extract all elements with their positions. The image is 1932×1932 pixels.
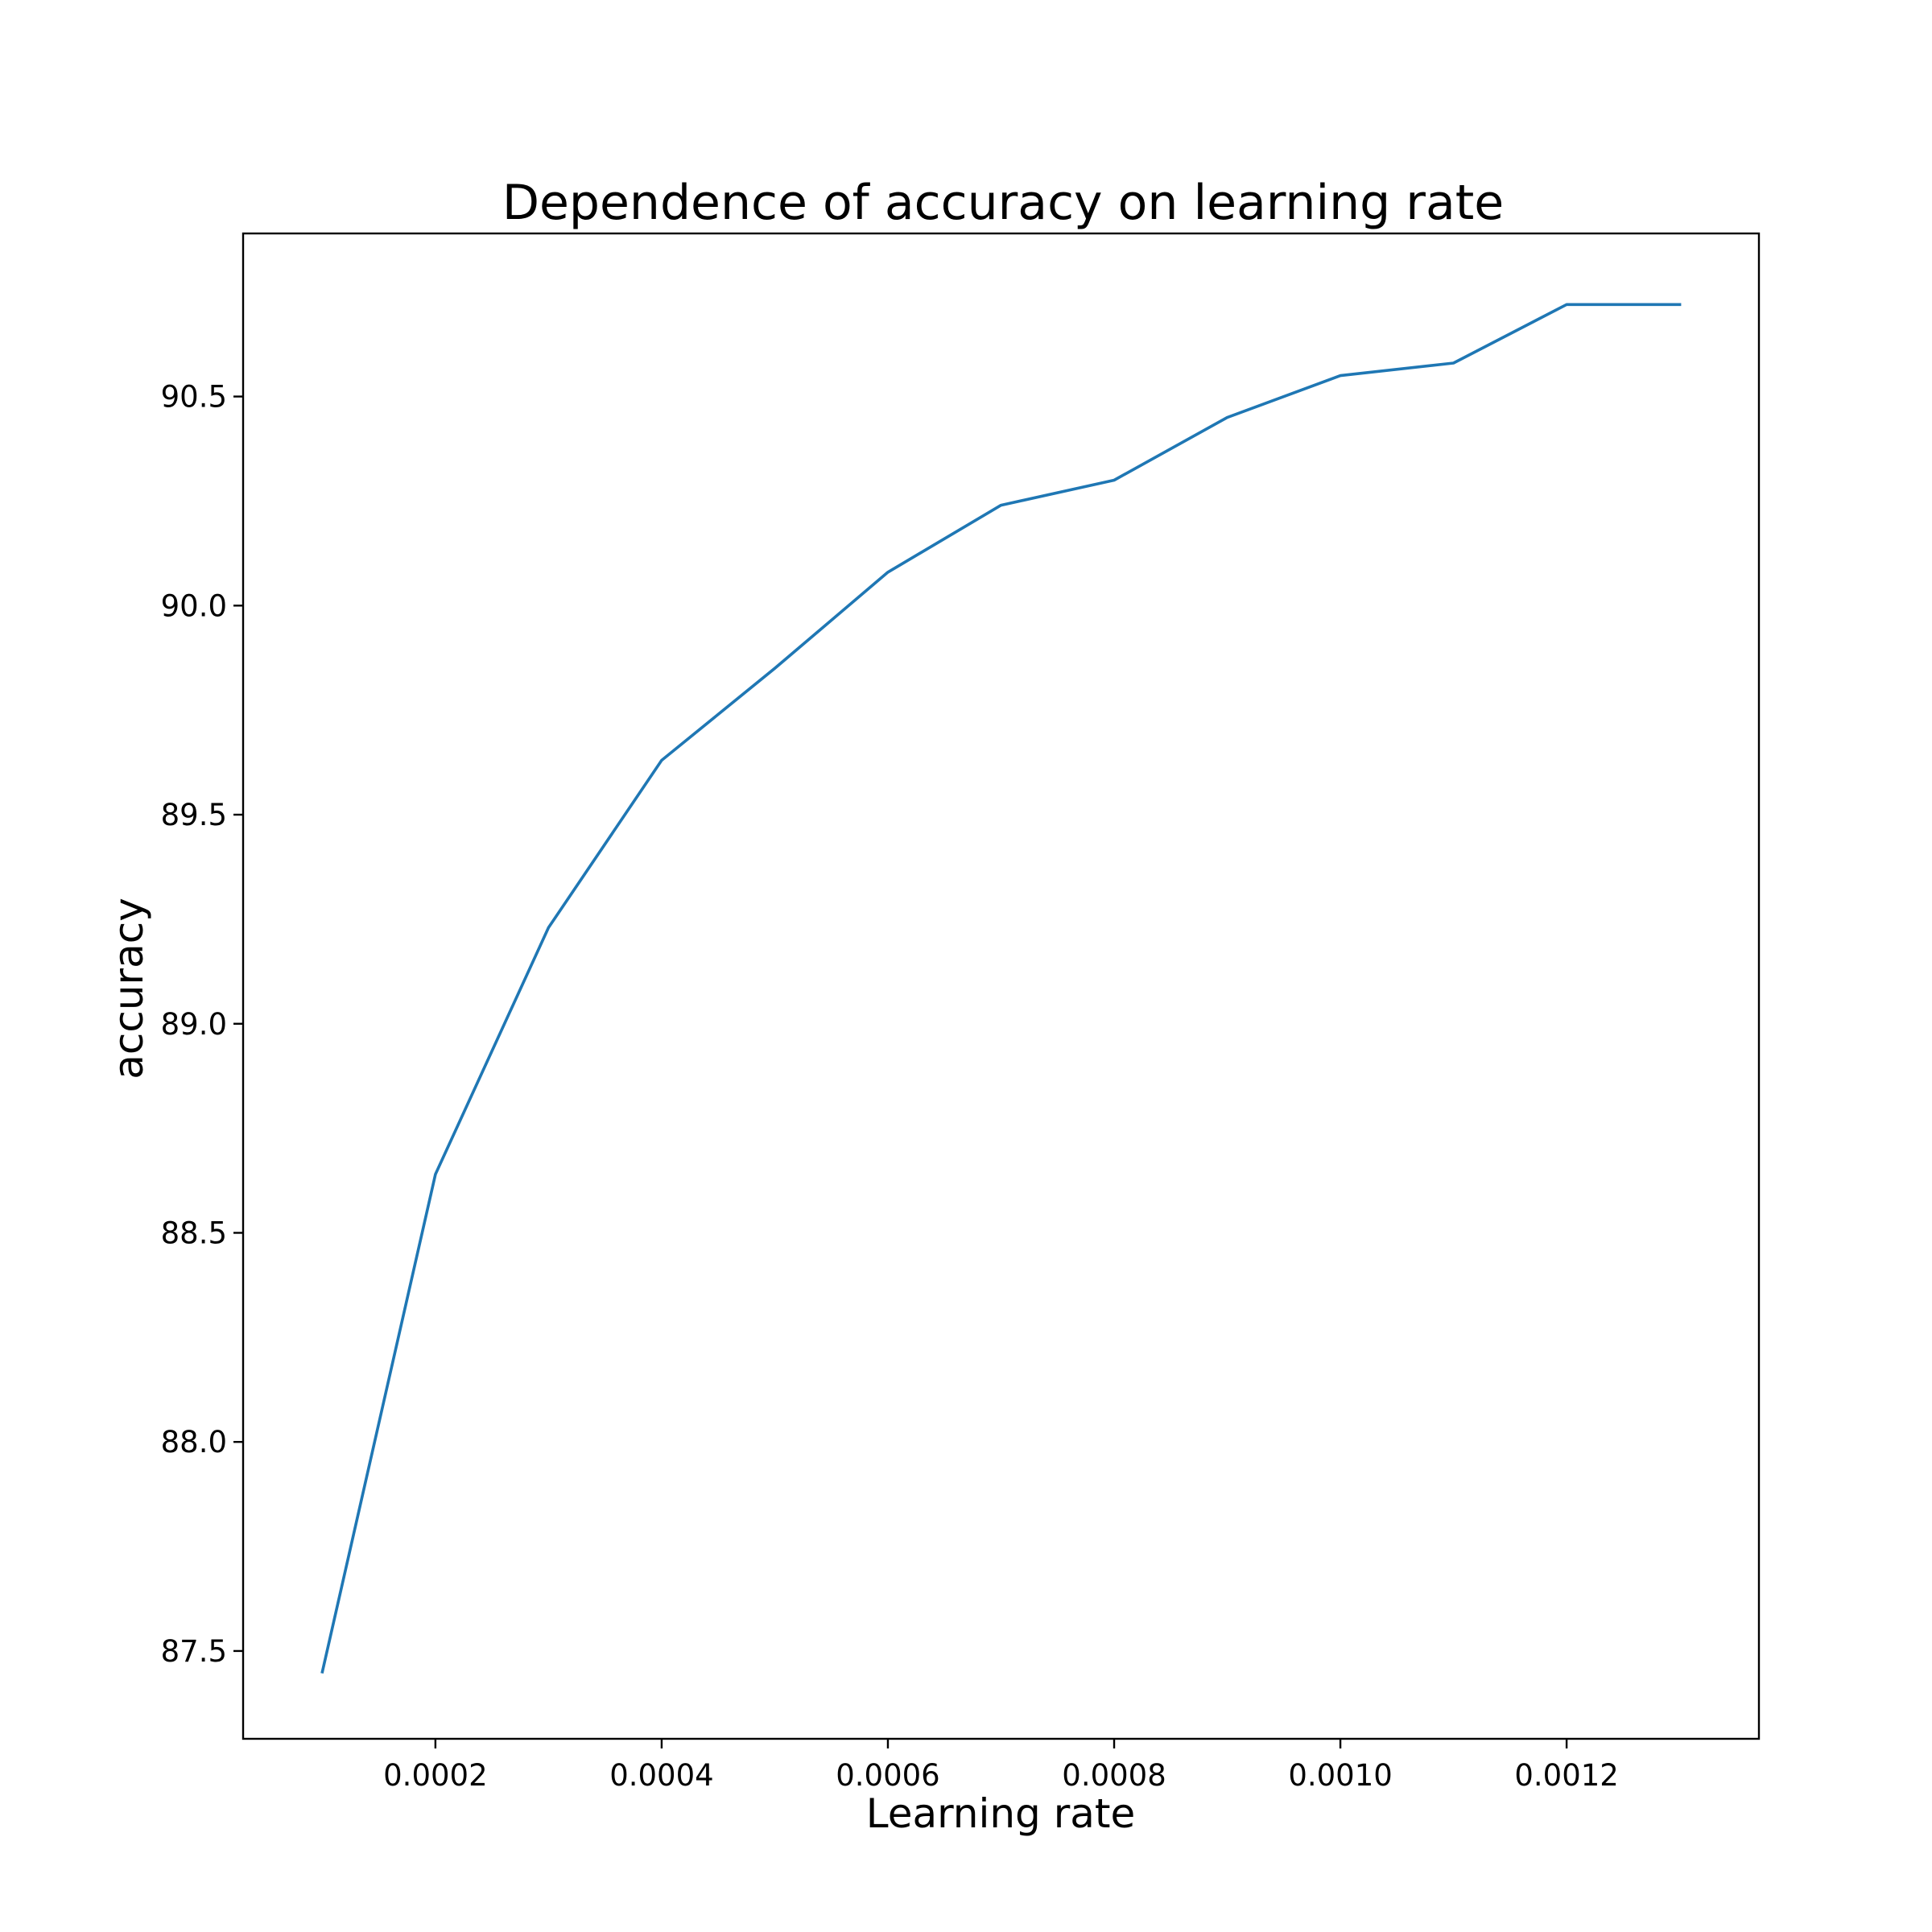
chart-title: Dependence of accuracy on learning rate	[502, 175, 1504, 231]
x-tick-label: 0.0006	[836, 1758, 939, 1793]
x-tick-label: 0.0002	[383, 1758, 487, 1793]
y-tick-label: 89.5	[161, 798, 227, 832]
x-axis-label: Learning rate	[866, 1790, 1136, 1837]
y-tick-label: 88.0	[161, 1425, 227, 1459]
y-tick-label: 87.5	[161, 1634, 227, 1669]
y-tick-label: 88.5	[161, 1216, 227, 1250]
series-line-0	[320, 303, 1682, 1674]
x-tick-label: 0.0004	[609, 1758, 713, 1793]
x-tick-label: 0.0012	[1514, 1758, 1618, 1793]
y-axis-ticks: 87.5 88.0 88.5 89.0 89.5 90.0 90.5	[161, 380, 243, 1669]
x-tick-label: 0.0010	[1288, 1758, 1392, 1793]
x-tick-label: 0.0008	[1062, 1758, 1166, 1793]
series-layer	[320, 303, 1682, 1674]
y-axis-label: accuracy	[105, 898, 152, 1080]
plot-area-frame	[242, 232, 1761, 1740]
y-tick-label: 90.5	[161, 380, 227, 415]
x-axis-ticks: 0.0002 0.0004 0.0006 0.0008 0.0010 0.0012	[383, 1739, 1619, 1793]
y-tick-label: 89.0	[161, 1007, 227, 1042]
y-tick-label: 90.0	[161, 588, 227, 623]
